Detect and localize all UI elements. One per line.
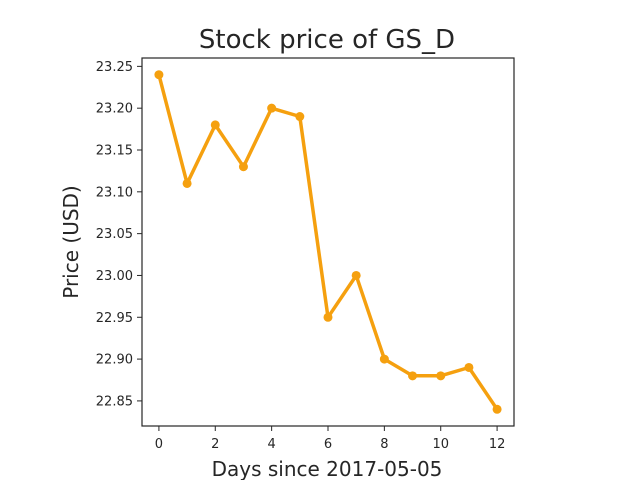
data-point (436, 371, 446, 381)
x-axis: 0 2 4 6 8 10 12 (155, 426, 506, 452)
data-point (210, 120, 220, 130)
y-tick-label: 22.90 (96, 353, 133, 368)
x-tick-label: 0 (155, 437, 163, 452)
x-tick-label: 10 (432, 437, 449, 452)
data-point (464, 362, 474, 372)
data-point (238, 162, 248, 172)
y-tick-label: 23.10 (96, 185, 133, 200)
x-tick-label: 8 (380, 437, 388, 452)
series-line (157, 72, 499, 412)
y-axis-label: Price (USD) (59, 185, 83, 299)
data-point (351, 270, 361, 280)
y-tick-label: 23.20 (96, 102, 133, 117)
x-tick-label: 12 (489, 437, 506, 452)
data-point (182, 178, 192, 188)
y-tick-label: 23.05 (96, 227, 133, 242)
data-point (379, 354, 389, 364)
x-tick-label: 6 (324, 437, 332, 452)
data-point (492, 404, 502, 414)
y-axis: 22.85 22.90 22.95 23.00 23.05 23.10 23.15 23.20… (96, 60, 142, 409)
y-tick-label: 23.00 (96, 269, 133, 284)
x-axis-label: Days since 2017-05-05 (212, 457, 443, 480)
plot-area: 22.85 22.90 22.95 23.00 23.05 23.10 23.15 23.20… (96, 57, 515, 452)
chart-title: Stock price of GS_D (199, 25, 455, 55)
y-tick-label: 23.25 (96, 60, 133, 75)
series-group (154, 70, 502, 414)
data-point (267, 103, 277, 113)
data-point (408, 371, 418, 381)
y-tick-label: 22.85 (96, 394, 133, 409)
y-tick-label: 23.15 (96, 144, 133, 159)
x-tick-label: 4 (267, 437, 275, 452)
data-point (323, 312, 333, 322)
x-tick-label: 2 (211, 437, 219, 452)
data-point (295, 112, 305, 122)
data-point (154, 70, 164, 80)
y-tick-label: 22.95 (96, 311, 133, 326)
